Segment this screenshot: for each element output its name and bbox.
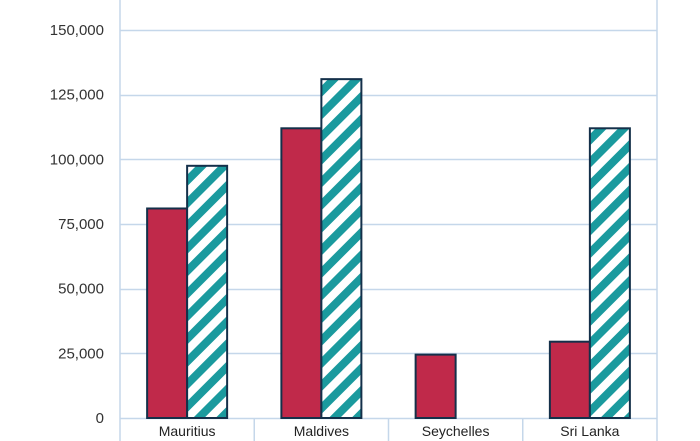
y-tick-label: 50,000	[58, 281, 104, 298]
bar-sri-lanka-series-2	[588, 127, 631, 419]
y-tick-label: 100,000	[50, 151, 104, 168]
y-tick-label: 75,000	[58, 216, 104, 233]
plot-frame	[119, 0, 658, 441]
y-tick-label: 25,000	[58, 345, 104, 362]
bar-maldives-series-1	[280, 127, 323, 419]
y-axis-tick-labels: 0 25,000 50,000 75,000 100,000 125,000 150,000	[50, 22, 104, 427]
bars	[146, 78, 631, 420]
bar-mauritius-series-2	[186, 164, 229, 419]
y-tick-label: 0	[96, 410, 104, 427]
y-tick-label: 150,000	[50, 22, 104, 39]
bar-sri-lanka-series-1	[548, 340, 591, 419]
category-label: Mauritius	[159, 423, 216, 439]
y-tick-label: 125,000	[50, 87, 104, 104]
bar-seychelles-series-1	[414, 353, 457, 420]
x-axis-category-labels: Mauritius Maldives Seychelles Sri Lanka	[159, 423, 620, 439]
category-label: Maldives	[294, 423, 349, 439]
bar-mauritius-series-1	[146, 207, 189, 419]
category-label: Seychelles	[422, 423, 490, 439]
category-label: Sri Lanka	[560, 423, 619, 439]
bar-maldives-series-2	[320, 78, 363, 419]
